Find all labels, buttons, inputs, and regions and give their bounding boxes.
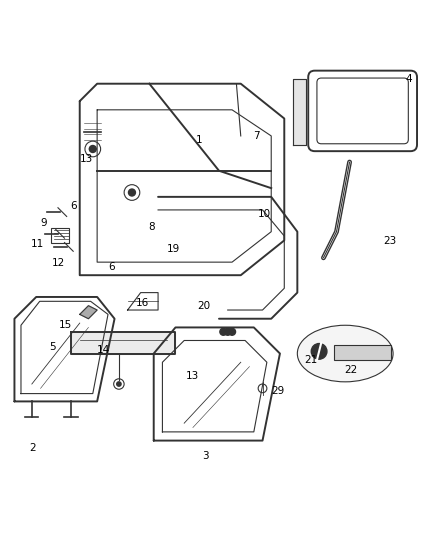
- Text: 19: 19: [167, 244, 180, 254]
- Circle shape: [117, 382, 121, 386]
- Polygon shape: [80, 305, 97, 319]
- Text: 8: 8: [148, 222, 155, 232]
- Circle shape: [311, 344, 327, 359]
- Text: 13: 13: [186, 371, 200, 381]
- Circle shape: [89, 146, 96, 152]
- Bar: [334, 345, 391, 360]
- Text: 5: 5: [49, 342, 56, 352]
- Text: 4: 4: [405, 75, 412, 84]
- Text: 22: 22: [344, 365, 357, 375]
- Text: 14: 14: [97, 345, 110, 355]
- Circle shape: [224, 328, 231, 335]
- Text: 21: 21: [304, 355, 317, 365]
- Text: 23: 23: [383, 236, 397, 246]
- Text: 20: 20: [197, 301, 210, 311]
- Text: 7: 7: [253, 131, 259, 141]
- Text: 12: 12: [51, 258, 64, 268]
- Circle shape: [220, 328, 227, 335]
- Text: 15: 15: [59, 320, 72, 330]
- Text: 9: 9: [41, 218, 47, 228]
- Text: 16: 16: [136, 298, 149, 309]
- Text: 10: 10: [258, 209, 271, 219]
- Text: 6: 6: [108, 262, 115, 272]
- Ellipse shape: [297, 325, 393, 382]
- Circle shape: [229, 328, 236, 335]
- Text: 3: 3: [203, 451, 209, 461]
- Text: 6: 6: [70, 201, 77, 212]
- Polygon shape: [71, 332, 176, 353]
- Bar: [51, 228, 69, 244]
- Text: 13: 13: [80, 154, 93, 164]
- Circle shape: [128, 189, 135, 196]
- Polygon shape: [293, 79, 306, 144]
- Text: 2: 2: [29, 443, 36, 453]
- Text: 1: 1: [196, 135, 203, 146]
- Text: 11: 11: [31, 239, 44, 249]
- Text: 29: 29: [271, 385, 284, 395]
